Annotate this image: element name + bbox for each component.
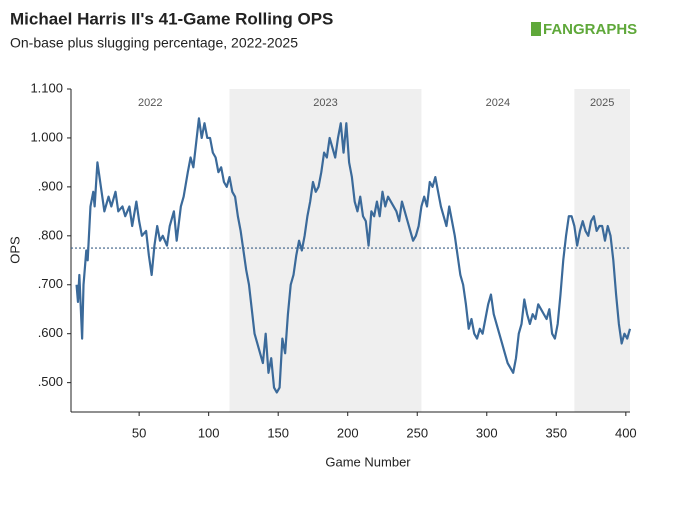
x-tick-label: 300 — [476, 425, 498, 440]
x-tick-label: 250 — [406, 425, 428, 440]
chart-title: Michael Harris II's 41-Game Rolling OPS — [10, 9, 333, 28]
ops-line — [75, 117, 632, 394]
y-tick-label: .500 — [38, 374, 63, 389]
x-tick-label: 150 — [267, 425, 289, 440]
season-band — [574, 89, 630, 412]
season-band — [229, 89, 422, 412]
x-axis-label: Game Number — [325, 454, 411, 469]
x-tick-label: 400 — [615, 425, 637, 440]
y-tick-label: 1.000 — [30, 129, 63, 144]
chart-subtitle: On-base plus slugging percentage, 2022-2… — [10, 35, 298, 51]
season-label: 2023 — [313, 97, 337, 109]
y-axis-label: OPS — [7, 236, 22, 264]
y-tick-label: .900 — [38, 178, 63, 193]
y-tick-label: .700 — [38, 276, 63, 291]
x-tick-label: 200 — [337, 425, 359, 440]
logo-icon — [531, 22, 541, 36]
season-label: 2025 — [590, 97, 614, 109]
y-tick-label: .800 — [38, 227, 63, 242]
season-label: 2022 — [138, 97, 162, 109]
x-tick-label: 350 — [545, 425, 567, 440]
x-tick-label: 100 — [198, 425, 220, 440]
season-label: 2024 — [486, 97, 510, 109]
y-tick-label: .600 — [38, 325, 63, 340]
x-tick-label: 50 — [132, 425, 146, 440]
logo: FANGRAPHS — [543, 21, 637, 38]
y-tick-label: 1.100 — [30, 80, 63, 95]
